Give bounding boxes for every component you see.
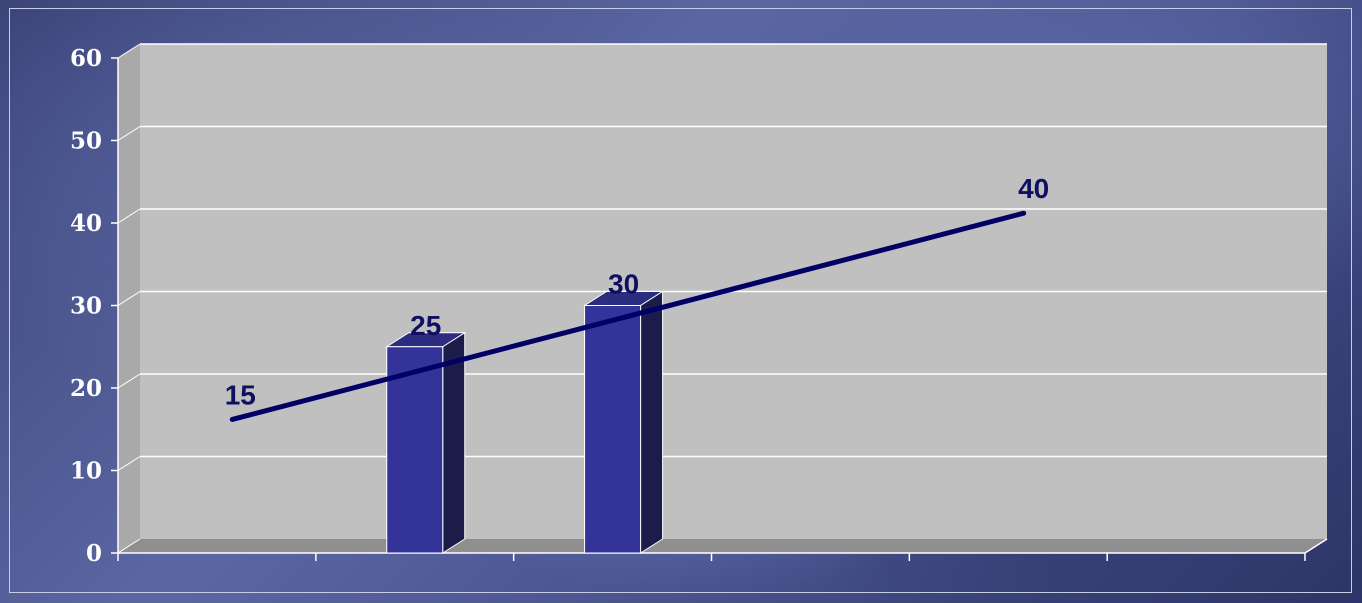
- plot-area: [118, 44, 1327, 553]
- line-point-label: 15: [225, 379, 256, 410]
- bar-side: [640, 290, 664, 554]
- gridline-depth: [117, 126, 141, 141]
- gridline-depth: [117, 373, 141, 389]
- gridline-depth: [117, 456, 141, 471]
- bar-series: [385, 290, 665, 554]
- x-axis-depth-edge: [1304, 538, 1328, 554]
- gridline-depth: [117, 538, 141, 554]
- gridline-depth: [117, 291, 141, 306]
- y-axis-tick-labels: 0 10 20 30 40 50 60: [70, 45, 102, 567]
- y-tick-label: 60: [70, 45, 102, 72]
- bar-value-label: 30: [608, 269, 639, 300]
- bar: [386, 346, 444, 554]
- y-tick-label: 40: [70, 210, 102, 237]
- line-series: [229, 210, 1027, 422]
- y-tick-label: 50: [70, 128, 102, 155]
- bar: [584, 305, 642, 554]
- axes: [111, 57, 1328, 561]
- gridline-depth: [117, 43, 141, 59]
- line-series-path: [229, 210, 1027, 422]
- gridlines: [117, 43, 1327, 554]
- data-labels: 25 30 15 40: [225, 173, 1049, 410]
- bar-value-label: 25: [410, 310, 441, 341]
- y-tick-label: 10: [70, 458, 102, 485]
- y-tick-label: 30: [70, 293, 102, 320]
- gridline-depth: [117, 208, 141, 224]
- y-tick-label: 0: [86, 540, 102, 567]
- line-point-label: 40: [1018, 173, 1049, 204]
- slide-frame: [9, 8, 1352, 593]
- plot-floor: [118, 539, 1327, 553]
- y-tick-label: 20: [70, 375, 102, 402]
